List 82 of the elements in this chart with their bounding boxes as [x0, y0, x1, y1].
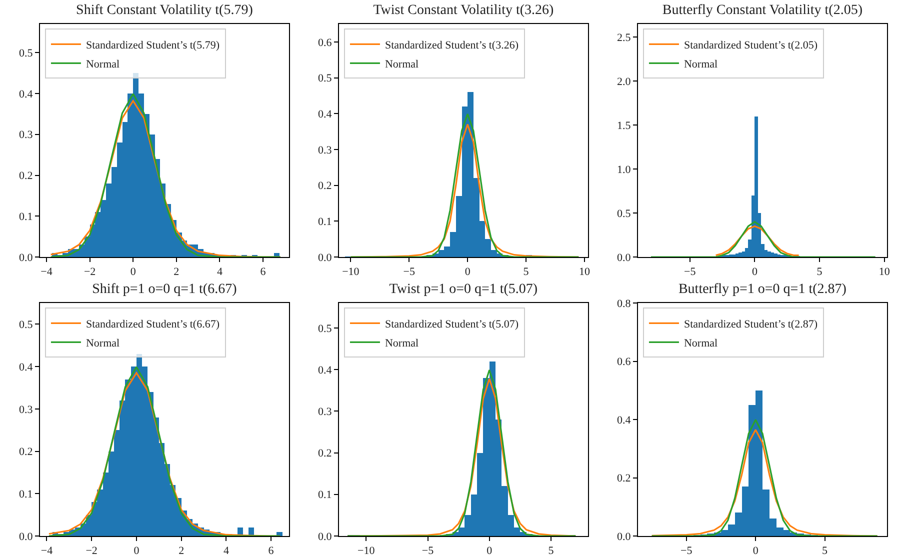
x-tick-label: −10: [342, 266, 360, 278]
x-tick-label: 4: [223, 545, 230, 558]
legend-label: Standardized Student’s t(3.26): [384, 39, 519, 52]
y-tick-label: 0.5: [318, 322, 332, 335]
legend-label: Normal: [684, 337, 718, 350]
x-tick-label: 0: [134, 545, 140, 558]
x-tick-label: −5: [403, 266, 416, 278]
y-tick-label: 0.3: [318, 406, 332, 418]
x-tick-label: 4: [216, 266, 223, 278]
x-tick-label: −2: [84, 266, 96, 278]
y-tick-label: 0.6: [318, 36, 332, 49]
y-tick-label: 0.2: [617, 472, 631, 485]
legend-label: Normal: [86, 58, 120, 70]
x-tick-label: 10: [578, 266, 590, 278]
y-tick-label: 1.0: [617, 164, 632, 176]
chart-title: Shift p=1 o=0 q=1 t(6.67): [92, 282, 238, 297]
x-tick-label: 6: [268, 545, 274, 558]
y-tick-label: 0.2: [19, 170, 33, 182]
chart-title: Butterfly p=1 o=0 q=1 t(2.87): [678, 282, 847, 297]
y-tick-label: 0.0: [617, 530, 632, 543]
y-tick-label: 2.5: [617, 32, 632, 44]
y-tick-label: 2.0: [617, 76, 632, 88]
y-tick-label: 0.0: [617, 252, 632, 264]
y-tick-label: 0.1: [318, 216, 332, 228]
x-tick-label: 5: [816, 266, 823, 278]
y-tick-label: 0.2: [19, 446, 33, 458]
legend-label: Normal: [384, 337, 419, 350]
y-tick-label: 0.1: [318, 489, 332, 502]
y-tick-label: 0.0: [19, 530, 34, 543]
y-tick-label: 0.1: [19, 488, 33, 500]
x-tick-label: 5: [548, 545, 554, 558]
legend-label: Standardized Student’s t(2.05): [684, 39, 818, 52]
y-tick-label: 0.3: [318, 144, 332, 156]
y-tick-label: 0.2: [318, 448, 332, 460]
y-tick-label: 0.6: [617, 356, 632, 368]
x-tick-label: 2: [174, 266, 180, 278]
x-tick-label: −5: [422, 545, 434, 558]
legend-label: Standardized Student’s t(5.07): [384, 318, 519, 330]
y-tick-label: 0.8: [617, 298, 632, 310]
x-tick-label: 5: [523, 266, 530, 278]
y-tick-label: 0.5: [617, 208, 632, 220]
x-tick-label: −10: [358, 545, 376, 558]
chart-title: Twist Constant Volatility t(3.26): [373, 2, 554, 18]
legend-label: Standardized Student’s t(2.87): [684, 318, 818, 330]
x-tick-label: −2: [86, 545, 98, 558]
x-tick-label: 5: [822, 545, 828, 558]
x-tick-label: 6: [260, 266, 266, 278]
x-tick-label: −5: [680, 545, 693, 558]
y-tick-label: 0.4: [19, 88, 34, 100]
x-tick-label: 0: [752, 545, 759, 558]
y-tick-label: 1.5: [617, 120, 632, 132]
x-tick-label: 2: [178, 545, 184, 558]
y-tick-label: 0.5: [19, 47, 34, 60]
y-tick-label: 0.3: [19, 129, 34, 142]
y-tick-label: 0.3: [19, 404, 34, 416]
chart-title: Shift Constant Volatility t(5.79): [76, 2, 254, 18]
y-tick-label: 0.4: [318, 364, 332, 376]
legend-label: Normal: [684, 58, 718, 70]
y-tick-label: 0.4: [617, 414, 632, 426]
y-tick-label: 0.1: [19, 210, 33, 223]
legend-label: Standardized Student’s t(5.79): [86, 39, 220, 52]
y-tick-label: 0.4: [19, 361, 34, 374]
legend-label: Normal: [86, 337, 120, 350]
chart-title: Twist p=1 o=0 q=1 t(5.07): [389, 282, 538, 297]
x-tick-label: 0: [486, 545, 493, 558]
legend-label: Normal: [384, 58, 419, 70]
y-tick-label: 0.4: [318, 108, 332, 120]
x-tick-label: 10: [878, 266, 890, 278]
y-tick-label: 0.0: [318, 252, 332, 264]
y-tick-label: 0.2: [318, 180, 332, 192]
y-tick-label: 0.5: [19, 319, 34, 332]
x-tick-label: −4: [40, 266, 53, 278]
y-tick-label: 0.0: [19, 252, 34, 264]
x-tick-label: 0: [464, 266, 471, 278]
x-tick-label: −5: [684, 266, 696, 278]
legend-label: Standardized Student’s t(6.67): [86, 318, 220, 330]
x-tick-label: 0: [752, 266, 758, 278]
y-tick-label: 0.0: [318, 530, 332, 543]
x-tick-label: −4: [40, 545, 54, 558]
chart-title: Butterfly Constant Volatility t(2.05): [662, 2, 863, 18]
x-tick-label: 0: [130, 266, 136, 278]
y-tick-label: 0.5: [318, 72, 332, 85]
